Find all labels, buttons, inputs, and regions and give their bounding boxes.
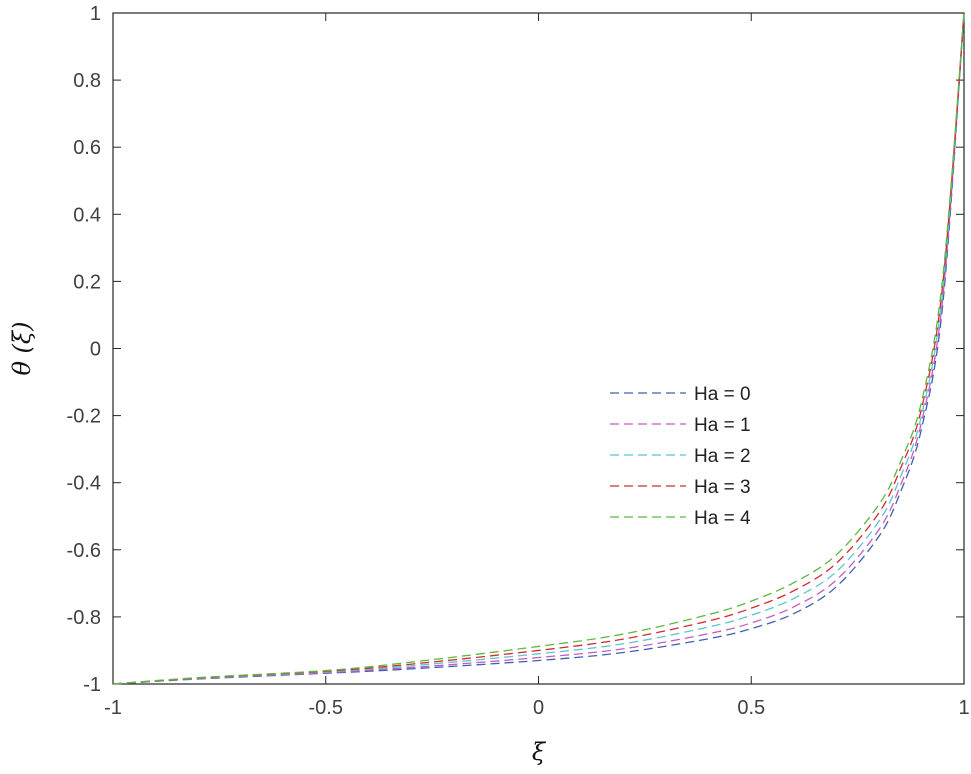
series-line-0 [112, 12, 965, 685]
legend: Ha = 0 Ha = 1 Ha = 2 Ha = 3 Ha = 4 [610, 384, 751, 529]
y-tick-label: -0.2 [67, 406, 101, 428]
y-tick-label: -0.4 [67, 473, 101, 495]
series-line-4 [112, 12, 965, 685]
plot-area: -1 -0.5 0 0.5 1 -1 -0.8 -0.6 -0.4 -0.2 0 0.2 0.4 0.6 0… [67, 3, 970, 719]
x-tick-label: 1 [958, 697, 969, 719]
series-line-3 [112, 12, 965, 685]
x-axis-label: ξ [532, 738, 547, 766]
y-tick-label: 0.8 [73, 70, 101, 92]
x-tick-label: 0 [533, 697, 544, 719]
y-axis-label: θ (ξ) [8, 321, 36, 375]
series-line-1 [112, 12, 965, 685]
y-tick-label: 1 [90, 3, 101, 25]
legend-label-3: Ha = 3 [694, 477, 751, 498]
x-tick-label: -0.5 [309, 697, 343, 719]
series-line-2 [112, 12, 965, 685]
y-tick-label: -1 [83, 674, 101, 696]
x-tick-label: 0.5 [737, 697, 765, 719]
y-tick-label: -0.6 [67, 540, 101, 562]
y-tick-label: -0.8 [67, 607, 101, 629]
legend-label-2: Ha = 2 [694, 446, 751, 467]
axes-box [112, 12, 965, 685]
legend-label-0: Ha = 0 [694, 384, 751, 405]
y-tick-label: 0.6 [73, 137, 101, 159]
y-tick-label: 0.4 [73, 204, 101, 226]
y-tick-label: 0 [90, 339, 101, 361]
legend-label-1: Ha = 1 [694, 415, 751, 436]
legend-label-4: Ha = 4 [694, 508, 751, 529]
x-tick-label: -1 [104, 697, 122, 719]
y-tick-label: 0.2 [73, 271, 101, 293]
